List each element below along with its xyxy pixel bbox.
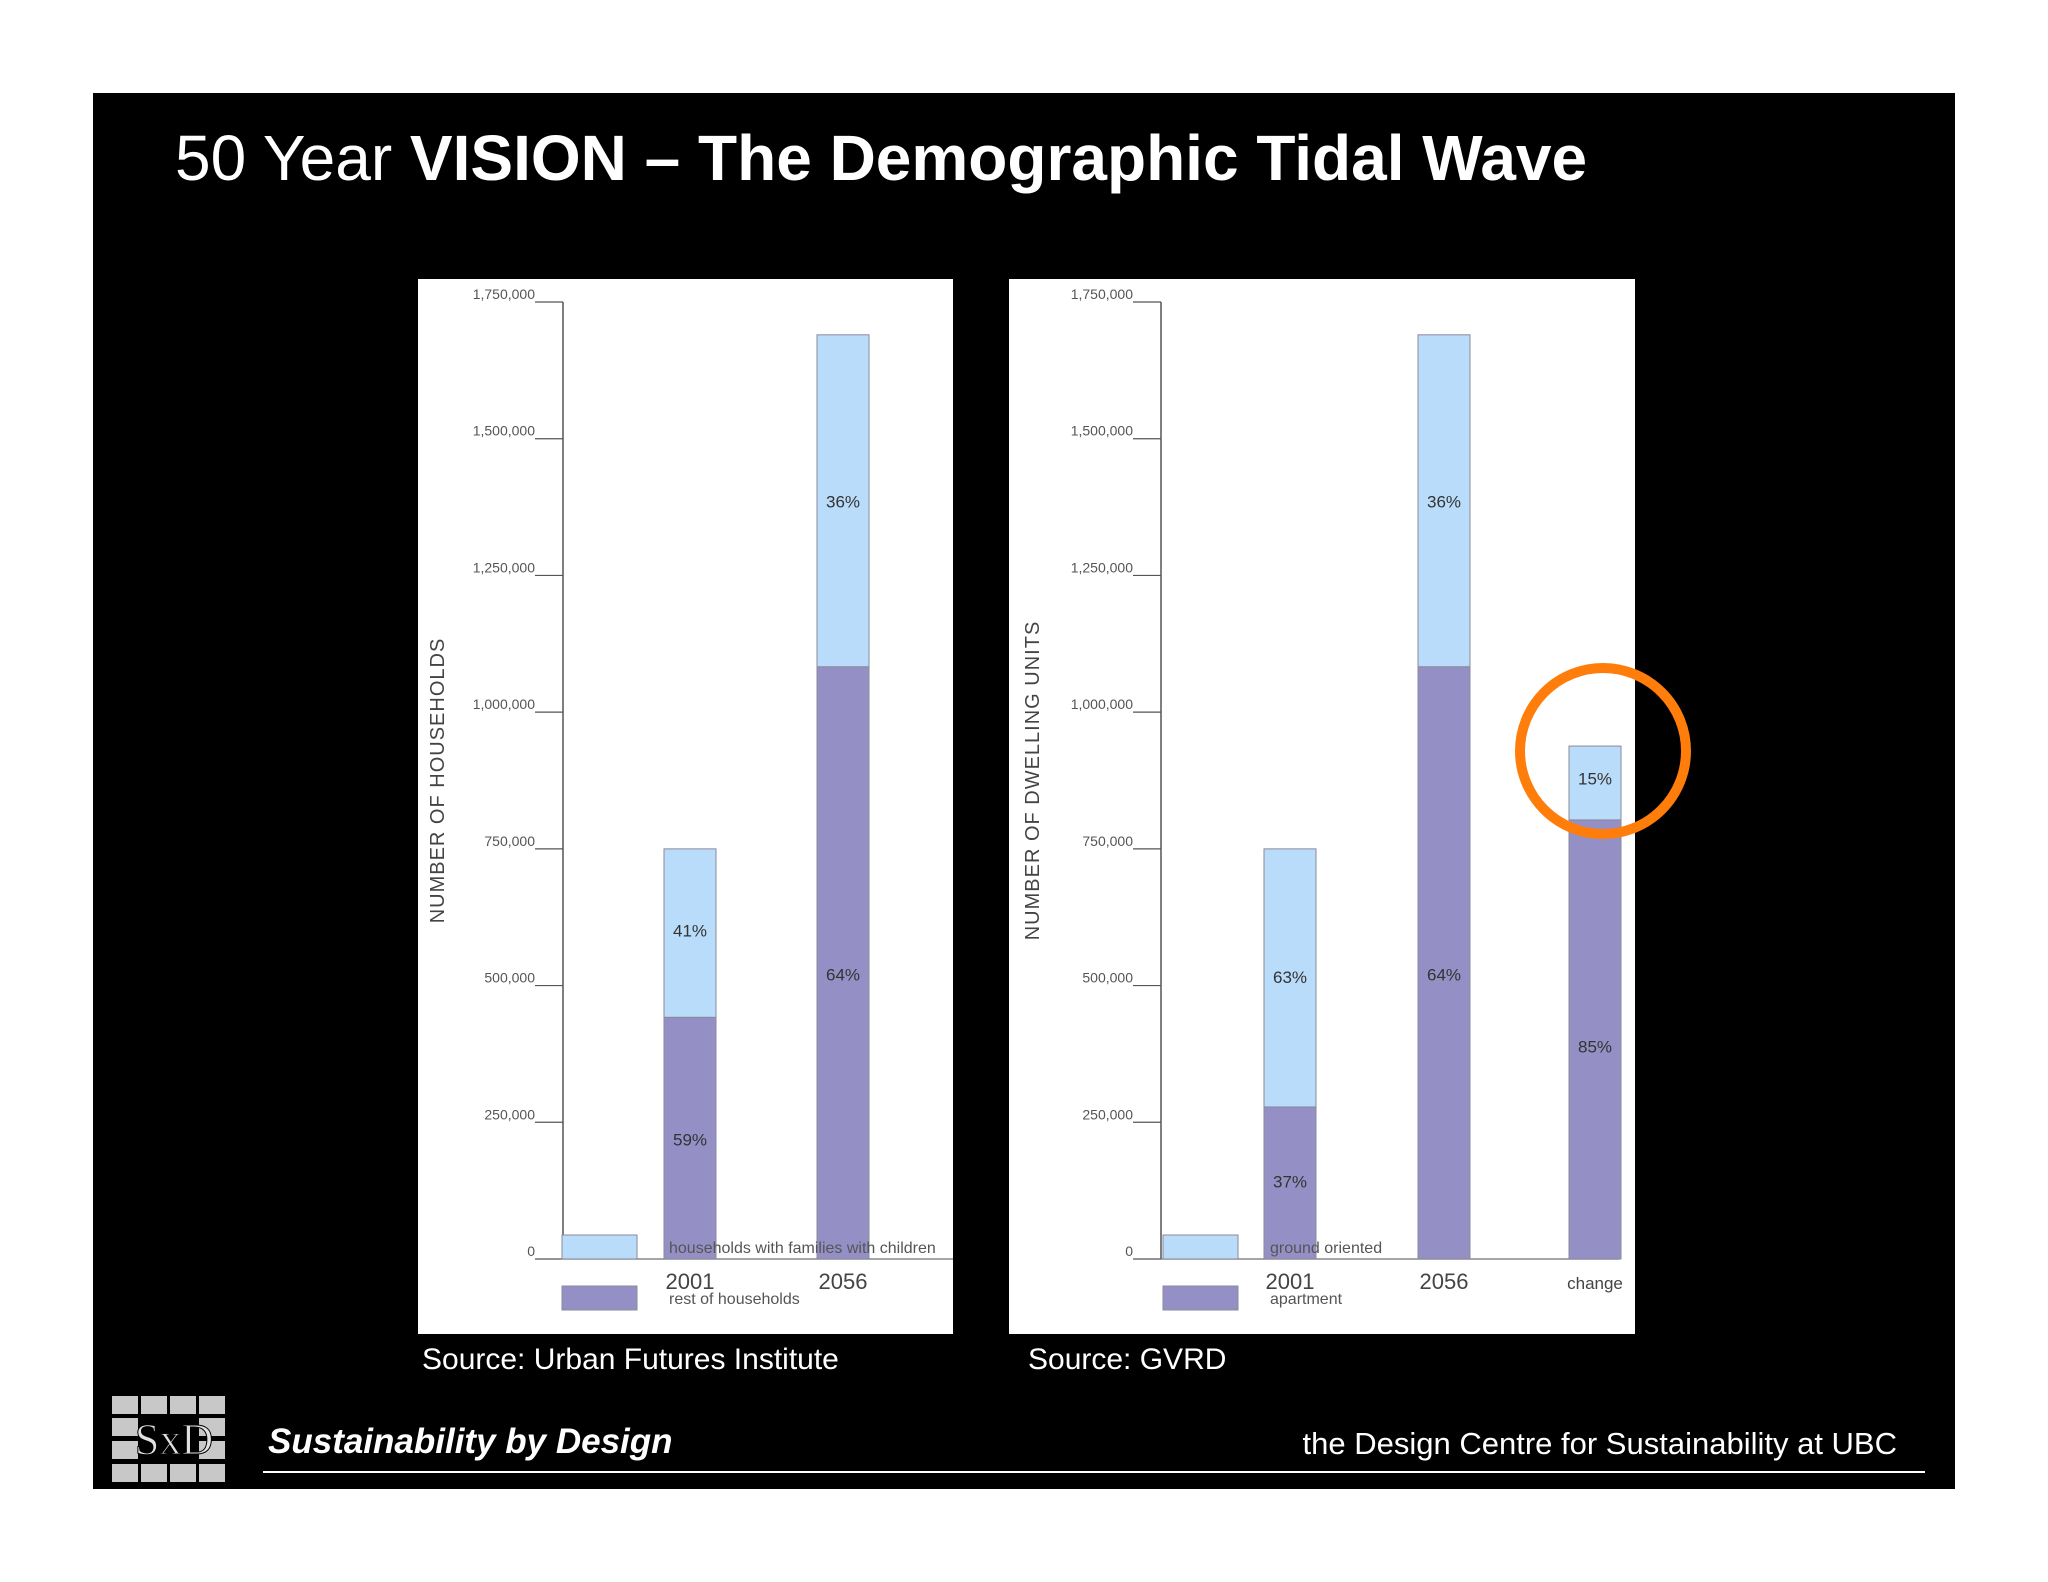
dwelling-legend-label: apartment bbox=[1270, 1291, 1343, 1308]
dwelling-bar-segment bbox=[1263, 1106, 1317, 1260]
households-x-tick-label: 2056 bbox=[819, 1269, 868, 1294]
source-households: Source: Urban Futures Institute bbox=[422, 1343, 839, 1376]
households-legend-label: rest of households bbox=[669, 1291, 800, 1308]
dwelling-units-chart: 0 250,000 500,000 750,000 1,000,000 1,250,000… bbox=[1022, 286, 1623, 1311]
dwelling-bar-data-label: 37% bbox=[1273, 1173, 1307, 1192]
dwelling-legend-swatch bbox=[1162, 1285, 1239, 1311]
households-legend-label: households with families with children bbox=[669, 1240, 936, 1257]
households-chart: 0 250,000 500,000 750,000 1,000,000 1,250,000… bbox=[427, 286, 953, 1311]
dwelling-bar-segment bbox=[1263, 848, 1317, 1108]
households-bar-data-label: 64% bbox=[826, 966, 860, 985]
dwelling-legend-swatch bbox=[1162, 1234, 1239, 1260]
households-y-tick-label: 250,000 bbox=[484, 1106, 535, 1122]
slide: 50 Year VISION – The Demographic Tidal W… bbox=[93, 93, 1955, 1489]
households-bar-data-label: 41% bbox=[673, 921, 707, 940]
households-legend-swatch bbox=[561, 1285, 638, 1311]
sxd-logo: SxD bbox=[112, 1396, 240, 1482]
dwelling-y-tick-label: 750,000 bbox=[1082, 833, 1133, 849]
dwelling-y-tick-label: 0 bbox=[1125, 1243, 1133, 1259]
dwelling-units-chart-panel: 0 250,000 500,000 750,000 1,000,000 1,250,000… bbox=[1009, 279, 1635, 1334]
dwelling-bar-data-label: 36% bbox=[1427, 492, 1461, 511]
households-y-axis-label: NUMBER OF HOUSEHOLDS bbox=[427, 638, 449, 924]
dwelling-x-tick-label: 2001 bbox=[1266, 1269, 1315, 1294]
households-y-tick-label: 1,500,000 bbox=[473, 423, 535, 439]
households-legend-swatch bbox=[561, 1234, 638, 1260]
source-dwelling-units: Source: GVRD bbox=[1028, 1343, 1227, 1376]
footer-brand: Sustainability by Design bbox=[268, 1422, 673, 1461]
change-highlight-circle bbox=[1515, 663, 1691, 839]
dwelling-y-axis-label: NUMBER OF DWELLING UNITS bbox=[1022, 621, 1044, 941]
dwelling-legend-label: ground oriented bbox=[1270, 1240, 1382, 1257]
footer-divider bbox=[263, 1471, 1925, 1473]
footer-org: the Design Centre for Sustainability at … bbox=[1302, 1426, 1897, 1461]
dwelling-bar-data-label: 85% bbox=[1578, 1038, 1612, 1057]
households-chart-panel: 0 250,000 500,000 750,000 1,000,000 1,250,000… bbox=[418, 279, 953, 1334]
dwelling-x-tick-label: change bbox=[1567, 1274, 1623, 1293]
dwelling-y-tick-label: 1,500,000 bbox=[1071, 423, 1133, 439]
slide-title: 50 Year VISION – The Demographic Tidal W… bbox=[175, 117, 1587, 200]
title-prefix: 50 Year bbox=[175, 122, 393, 194]
households-y-tick-label: 750,000 bbox=[484, 833, 535, 849]
households-bar-segment bbox=[816, 666, 870, 1260]
title-bold: VISION – The Demographic Tidal Wave bbox=[409, 122, 1588, 194]
households-y-tick-label: 1,250,000 bbox=[473, 559, 535, 575]
households-bar-data-label: 36% bbox=[826, 492, 860, 511]
dwelling-bar-segment bbox=[1568, 819, 1622, 1260]
dwelling-y-tick-label: 1,750,000 bbox=[1071, 286, 1133, 302]
dwelling-y-tick-label: 1,250,000 bbox=[1071, 559, 1133, 575]
dwelling-bar-segment bbox=[1417, 666, 1471, 1260]
households-y-tick-label: 1,000,000 bbox=[473, 696, 535, 712]
dwelling-y-tick-label: 500,000 bbox=[1082, 970, 1133, 986]
households-x-tick-label: 2001 bbox=[666, 1269, 715, 1294]
households-y-tick-label: 1,750,000 bbox=[473, 286, 535, 302]
dwelling-x-tick-label: 2056 bbox=[1420, 1269, 1469, 1294]
households-y-tick-label: 500,000 bbox=[484, 970, 535, 986]
dwelling-bar-data-label: 63% bbox=[1273, 968, 1307, 987]
households-y-tick-label: 0 bbox=[527, 1243, 535, 1259]
dwelling-y-tick-label: 1,000,000 bbox=[1071, 696, 1133, 712]
svg-text:SxD: SxD bbox=[135, 1415, 213, 1464]
dwelling-bar-segment bbox=[1417, 334, 1471, 668]
households-bar-data-label: 59% bbox=[673, 1130, 707, 1149]
households-bar-segment bbox=[816, 334, 870, 668]
dwelling-y-tick-label: 250,000 bbox=[1082, 1106, 1133, 1122]
dwelling-bar-data-label: 64% bbox=[1427, 966, 1461, 985]
households-bar-segment bbox=[663, 848, 717, 1018]
